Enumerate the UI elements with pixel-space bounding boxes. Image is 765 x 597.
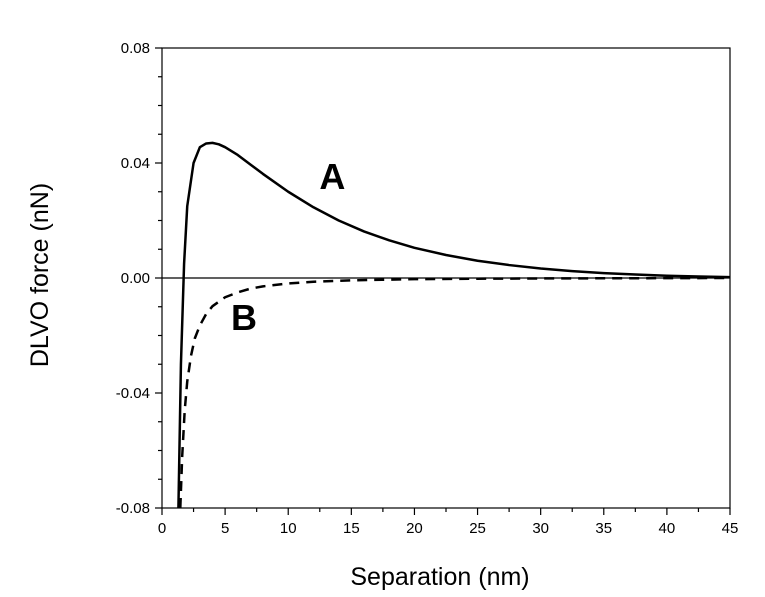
curve-labels: AB (231, 156, 345, 338)
y-tick-label: -0.08 (116, 500, 150, 517)
y-tick-label: 0.08 (121, 40, 150, 57)
curve-label-a: A (319, 156, 345, 197)
x-tick-label: 35 (595, 520, 612, 537)
x-tick-label: 5 (221, 520, 229, 537)
x-tick-label: 30 (532, 520, 549, 537)
plot-series (177, 141, 730, 508)
x-tick-label: 15 (343, 520, 360, 537)
y-tick-label: 0.00 (121, 270, 150, 287)
x-tick-label: 40 (659, 520, 676, 537)
x-tick-label: 20 (406, 520, 423, 537)
x-axis-label: Separation (nm) (350, 563, 529, 591)
x-tick-label: 45 (722, 520, 739, 537)
y-tick-label: -0.04 (116, 385, 150, 402)
chart-ticks: 0 5 10 15 20 25 30 35 40 45 -0.08 -0.04 0.00 0.04 0.08 (116, 40, 739, 537)
series-line-b (179, 276, 730, 508)
y-tick-label: 0.04 (121, 155, 150, 172)
y-axis-label: DLVO force (nN) (26, 183, 54, 367)
curve-label-b: B (231, 297, 257, 338)
series-line-a (177, 141, 730, 508)
x-tick-label: 25 (469, 520, 486, 537)
x-tick-label: 0 (158, 520, 166, 537)
x-tick-label: 10 (280, 520, 297, 537)
